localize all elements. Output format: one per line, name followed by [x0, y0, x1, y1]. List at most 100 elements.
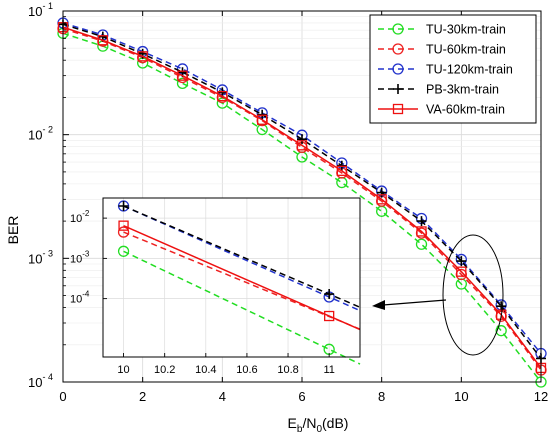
inset-y-tick-label-exp-0: -2 — [82, 209, 90, 218]
series-point-VA-60km-train-1 — [97, 35, 108, 46]
inset-y-tick-label-base-2: 10 — [70, 294, 82, 306]
inset-series-point-PB-3km-train-0 — [118, 201, 129, 212]
inset-y-tick-label-0: 10-2 — [70, 209, 90, 225]
inset-y-tick-label-1: 10-3 — [70, 249, 90, 265]
x-tick-label-2: 4 — [219, 389, 226, 404]
y-tick-label-exp-1: - 2 — [42, 125, 53, 135]
series-point-PB-3km-train-6 — [297, 134, 307, 145]
y-tick-label-base-1: 10 — [28, 128, 42, 143]
legend-label-TU-30km-train: TU-30km-train — [426, 23, 506, 37]
inset-series-point-TU-60km-train-0 — [117, 226, 130, 238]
y-tick-label-1: 10- 2 — [28, 125, 53, 143]
series-point-PB-3km-train-10 — [456, 256, 467, 267]
inset-series-point-VA-60km-train-1 — [324, 310, 335, 322]
series-point-PB-3km-train-9 — [416, 216, 427, 227]
x-axis-label-n: /N — [302, 415, 316, 431]
inset-series-point-PB-3km-train-1 — [324, 289, 335, 300]
series-VA-60km-train — [57, 22, 547, 374]
x-tick-label-0: 0 — [59, 389, 66, 404]
y-tick-label-3: 10- 4 — [28, 372, 53, 390]
inset-x-tick-label-4: 10.8 — [277, 364, 298, 376]
inset-y-tick-label-2: 10-4 — [70, 290, 90, 306]
y-tick-label-base-3: 10 — [28, 375, 42, 390]
series-point-VA-60km-train-7 — [336, 165, 347, 176]
series-point-TU-30km-train-11 — [495, 325, 507, 337]
inset-series-line-VA-60km-train — [123, 224, 361, 331]
y-tick-label-base-2: 10 — [28, 251, 42, 266]
inset-series-PB-3km-train — [118, 201, 361, 308]
legend: TU-30km-train TU-60km-train TU-120km-train… — [369, 14, 537, 124]
inset-x-tick-label-0: 10 — [117, 364, 129, 376]
series-point-VA-60km-train-4 — [217, 90, 228, 102]
inset-x-tick-label-5: 11 — [323, 364, 334, 376]
zoom-arrow — [372, 299, 447, 310]
main-series-layer — [57, 17, 547, 388]
legend-marker-TU-30km-train — [392, 23, 404, 35]
inset-series-layer — [117, 200, 361, 365]
inset-series-line-TU-30km-train — [123, 250, 361, 365]
y-tick-label-0: 10- 1 — [28, 1, 53, 19]
legend-label-VA-60km-train: VA-60km-train — [426, 103, 505, 117]
series-point-PB-3km-train-11 — [496, 301, 507, 312]
x-tick-label-3: 6 — [298, 389, 305, 404]
zoom-arrow-shaft — [382, 299, 447, 306]
x-tick-label-5: 10 — [454, 389, 468, 404]
legend-label-TU-120km-train: TU-120km-train — [426, 63, 513, 77]
y-tick-label-base-0: 10 — [28, 4, 42, 19]
series-point-TU-30km-train-7 — [336, 176, 348, 189]
zoom-region-ellipse — [442, 234, 504, 356]
x-tick-label-1: 2 — [139, 389, 146, 404]
inset-grid — [103, 198, 360, 357]
x-axis-label-e: E — [288, 415, 297, 431]
legend-marker-TU-120km-train — [392, 63, 404, 75]
inset-series-line-PB-3km-train — [123, 205, 361, 308]
zoom-arrow-head — [372, 300, 385, 310]
inset-y-tick-label-base-0: 10 — [70, 213, 82, 225]
inset-series-point-TU-30km-train-0 — [117, 245, 130, 257]
series-point-VA-60km-train-8 — [376, 194, 387, 205]
series-point-PB-3km-train-2 — [137, 48, 148, 59]
legend-marker-TU-60km-train — [392, 43, 404, 55]
inset-x-tick-label-1: 10.2 — [154, 364, 175, 376]
series-point-VA-60km-train-9 — [416, 226, 427, 237]
y-tick-label-exp-2: - 3 — [42, 248, 53, 258]
series-line-VA-60km-train — [62, 26, 542, 369]
inset-x-tick-label-3: 10.6 — [236, 364, 257, 376]
legend-label-PB-3km-train: PB-3km-train — [426, 83, 499, 97]
legend-marker-VA-60km-train — [392, 103, 404, 115]
inset-plot-frame — [102, 197, 361, 358]
inset-y-tick-label-exp-2: -4 — [82, 290, 90, 299]
inset-series-VA-60km-train — [118, 220, 361, 331]
inset-y-tick-label-base-1: 10 — [70, 253, 82, 265]
series-point-PB-3km-train-8 — [376, 187, 387, 198]
legend-label-TU-60km-train: TU-60km-train — [426, 43, 506, 57]
inset-x-tick-label-2: 10.4 — [195, 364, 216, 376]
inset-y-tick-label-exp-1: -3 — [82, 249, 90, 258]
x-axis-label-sub-0: 0 — [316, 424, 322, 435]
x-axis-label: Eb/N0(dB) — [288, 415, 349, 435]
x-tick-label-4: 8 — [378, 389, 385, 404]
series-point-TU-30km-train-9 — [415, 238, 428, 250]
series-point-VA-60km-train-3 — [177, 70, 188, 81]
series-point-VA-60km-train-6 — [296, 140, 308, 151]
y-tick-label-2: 10- 3 — [28, 248, 53, 266]
series-point-VA-60km-train-2 — [137, 51, 148, 62]
x-axis-label-sub-b: b — [297, 424, 303, 435]
zoom-ellipse — [442, 234, 504, 356]
series-point-VA-60km-train-11 — [496, 309, 507, 320]
x-tick-label-6: 12 — [534, 389, 548, 404]
series-point-TU-30km-train-3 — [176, 77, 189, 89]
legend-marker-PB-3km-train — [393, 84, 403, 94]
y-tick-label-exp-3: - 4 — [42, 372, 53, 382]
series-point-VA-60km-train-10 — [456, 266, 467, 277]
y-tick-label-exp-0: - 1 — [42, 1, 53, 11]
series-point-VA-60km-train-5 — [257, 114, 268, 125]
inset-series-point-VA-60km-train-0 — [118, 220, 129, 231]
inset-background — [103, 198, 360, 357]
x-axis-label-db: (dB) — [322, 415, 348, 431]
y-axis-label: BER — [5, 216, 21, 245]
